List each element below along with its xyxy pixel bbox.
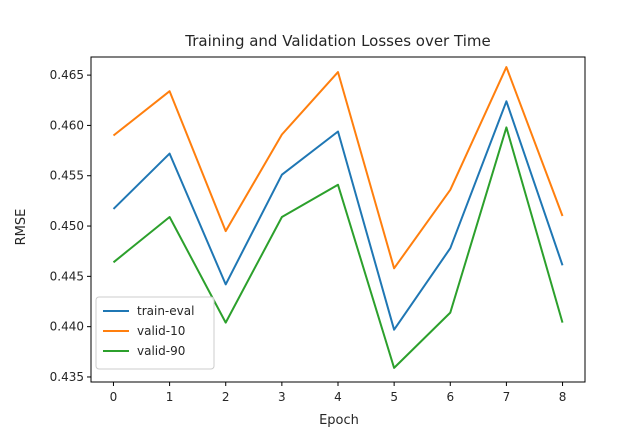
legend: train-eval valid-10 valid-90 (95, 296, 215, 370)
y-axis-label: RMSE (14, 209, 29, 246)
plot-area: 0 1 2 3 4 5 6 7 8 0.435 0.440 0.445 0.450 0.455 0.460 0… (50, 56, 586, 404)
series-line-valid-10 (112, 66, 564, 270)
y-tick-label: 0.455 (50, 169, 84, 183)
series-line-valid-90 (112, 126, 564, 369)
y-tick-label: 0.440 (50, 320, 84, 334)
x-tick-label: 5 (390, 390, 398, 404)
series-line-train-eval (112, 100, 564, 331)
x-tick-label: 0 (110, 390, 118, 404)
x-tick-label: 6 (446, 390, 454, 404)
y-tick-label: 0.445 (50, 269, 84, 283)
y-tick-label: 0.460 (50, 118, 84, 132)
x-tick-label: 1 (166, 390, 174, 404)
y-tick-label: 0.435 (50, 370, 84, 384)
y-tick-label: 0.450 (50, 219, 84, 233)
x-tick-label: 8 (559, 390, 567, 404)
x-tick-label: 7 (503, 390, 511, 404)
legend-label: valid-90 (137, 344, 185, 358)
legend-label: train-eval (137, 304, 194, 318)
x-tick-label: 2 (222, 390, 230, 404)
chart-title: Training and Validation Losses over Time (184, 32, 490, 50)
x-tick-label: 3 (278, 390, 286, 404)
legend-label: valid-10 (137, 324, 185, 338)
x-tick-label: 4 (334, 390, 342, 404)
y-tick-label: 0.465 (50, 68, 84, 82)
x-axis-label: Epoch (319, 413, 359, 428)
